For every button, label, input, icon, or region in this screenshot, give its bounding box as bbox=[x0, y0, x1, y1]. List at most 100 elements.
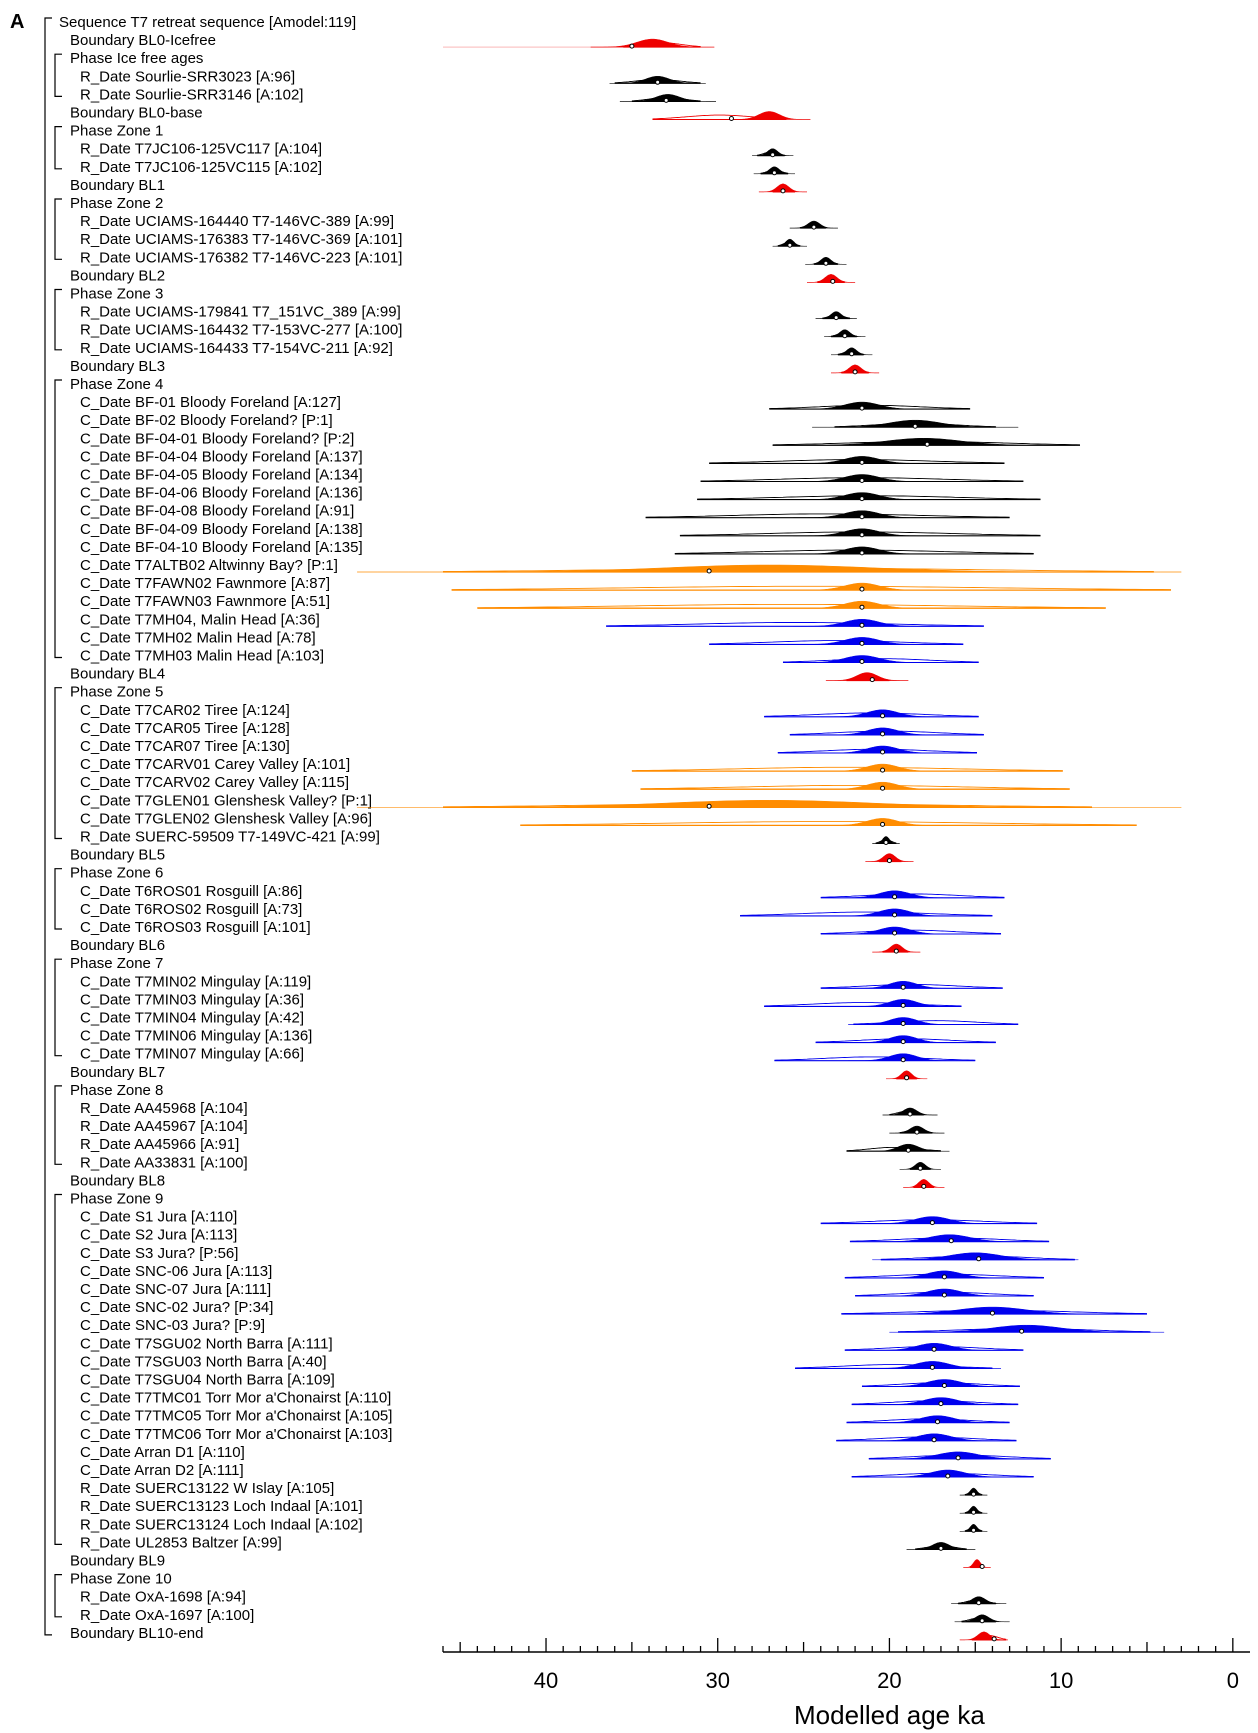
posterior-distribution bbox=[889, 1324, 1165, 1333]
row-label: R_Date Sourlie-SRR3146 [A:102] bbox=[80, 86, 303, 103]
row-label: C_Date BF-04-06 Bloody Foreland [A:136] bbox=[80, 485, 363, 502]
median-marker bbox=[859, 640, 865, 646]
row-label: C_Date T7CARV02 Carey Valley [A:115] bbox=[80, 774, 349, 791]
row-label: Phase Zone 4 bbox=[70, 376, 163, 393]
row-label: C_Date T7MIN07 Mingulay [A:66] bbox=[80, 1046, 304, 1063]
median-marker bbox=[663, 97, 669, 103]
median-marker bbox=[859, 496, 865, 502]
row-label: C_Date T7MH03 Malin Head [A:103] bbox=[80, 648, 324, 665]
median-marker bbox=[880, 713, 886, 719]
posterior-distribution bbox=[793, 655, 931, 663]
posterior-distribution bbox=[865, 853, 914, 862]
median-marker bbox=[900, 984, 906, 990]
posterior-distribution bbox=[793, 474, 931, 482]
median-marker bbox=[971, 1509, 977, 1515]
median-marker bbox=[900, 1039, 906, 1045]
posterior-distribution bbox=[882, 1107, 938, 1116]
row-label: R_Date AA45968 [A:104] bbox=[80, 1100, 248, 1117]
posterior-distribution bbox=[959, 1487, 988, 1496]
posterior-distribution bbox=[875, 1270, 1014, 1279]
posterior-distribution bbox=[872, 943, 921, 953]
row-label: C_Date T7TMC05 Torr Mor a'Chonairst [A:1… bbox=[80, 1408, 392, 1425]
median-marker bbox=[706, 568, 712, 574]
row-label: R_Date OxA-1698 [A:94] bbox=[80, 1589, 246, 1606]
row-label: Sequence T7 retreat sequence [Amodel:119… bbox=[59, 14, 356, 31]
row-label: Boundary BL0-Icefree bbox=[70, 32, 216, 49]
row-label: C_Date SNC-03 Jura? [P:9] bbox=[80, 1317, 265, 1334]
row-label: C_Date T7ALTB02 Altwinny Bay? [P:1] bbox=[80, 557, 338, 574]
posterior-distribution bbox=[959, 1524, 988, 1532]
row-label: Phase Zone 7 bbox=[70, 955, 163, 972]
median-marker bbox=[929, 1364, 935, 1370]
posterior-distribution bbox=[959, 1505, 988, 1514]
posterior-distribution bbox=[793, 528, 931, 537]
row-label: R_Date UCIAMS-164432 T7-153VC-277 [A:100… bbox=[80, 322, 402, 339]
x-tick-label: 30 bbox=[705, 1668, 729, 1693]
row-label: C_Date T7GLEN01 Glenshesk Valley? [P:1] bbox=[80, 792, 372, 809]
row-label: C_Date BF-04-08 Bloody Foreland [A:91] bbox=[80, 503, 354, 520]
posterior-distribution bbox=[793, 510, 931, 518]
phase-bracket bbox=[54, 1574, 62, 1618]
posterior-distribution bbox=[865, 1343, 1003, 1351]
row-label: Phase Zone 2 bbox=[70, 195, 163, 212]
median-marker bbox=[849, 351, 855, 357]
posterior-distribution bbox=[793, 492, 931, 500]
posterior-distribution bbox=[848, 1017, 959, 1025]
posterior-distribution bbox=[728, 111, 811, 120]
median-marker bbox=[880, 785, 886, 791]
row-label: Boundary BL1 bbox=[70, 177, 165, 194]
median-marker bbox=[935, 1419, 941, 1425]
row-label: C_Date S3 Jura? [P:56] bbox=[80, 1245, 238, 1262]
row-label: C_Date T7SGU03 North Barra [A:40] bbox=[80, 1353, 327, 1370]
posterior-distribution bbox=[619, 94, 716, 102]
posterior-distribution bbox=[863, 1216, 1001, 1224]
posterior-distribution bbox=[872, 1252, 1079, 1261]
posterior-distribution bbox=[793, 637, 931, 645]
median-marker bbox=[941, 1383, 947, 1388]
row-label: C_Date S2 Jura [A:113] bbox=[80, 1227, 237, 1244]
posterior-distribution bbox=[855, 1306, 1130, 1315]
median-marker bbox=[941, 1274, 947, 1280]
median-marker bbox=[859, 604, 865, 610]
posterior-distribution bbox=[752, 148, 794, 156]
row-label: R_Date UCIAMS-164433 T7-154VC-211 [A:92] bbox=[80, 340, 393, 357]
posterior-distribution bbox=[793, 401, 931, 410]
row-label: R_Date UCIAMS-179841 T7_151VC_389 [A:99] bbox=[80, 304, 401, 321]
median-marker bbox=[929, 1220, 935, 1226]
likelihood-curve bbox=[709, 640, 964, 645]
row-label: R_Date UCIAMS-164440 T7-146VC-389 [A:99] bbox=[80, 213, 394, 230]
posterior-distribution bbox=[820, 709, 945, 718]
posterior-distribution bbox=[805, 257, 847, 265]
posterior-distribution bbox=[848, 1035, 959, 1043]
median-marker bbox=[912, 423, 918, 429]
posterior-distribution bbox=[879, 1469, 1017, 1478]
median-marker bbox=[900, 1057, 906, 1063]
row-label: C_Date T7MIN03 Mingulay [A:36] bbox=[80, 991, 304, 1008]
median-marker bbox=[900, 1002, 906, 1008]
phase-bracket bbox=[54, 126, 62, 170]
row-label: R_Date AA45967 [A:104] bbox=[80, 1118, 248, 1135]
posterior-distribution bbox=[820, 763, 945, 772]
posterior-distribution bbox=[848, 981, 959, 989]
row-label: Boundary BL6 bbox=[70, 937, 165, 954]
median-marker bbox=[893, 948, 899, 954]
row-label: C_Date BF-04-01 Bloody Foreland? [P:2] bbox=[80, 430, 354, 447]
row-label: R_Date T7JC106-125VC115 [A:102] bbox=[80, 159, 322, 176]
posterior-distribution bbox=[793, 600, 931, 609]
posterior-distribution bbox=[824, 329, 866, 337]
row-label: C_Date T7MIN06 Mingulay [A:136] bbox=[80, 1028, 312, 1045]
row-label: C_Date T7TMC01 Torr Mor a'Chonairst [A:1… bbox=[80, 1390, 391, 1407]
phase-bracket bbox=[54, 53, 62, 97]
row-label: C_Date T6ROS03 Rosguill [A:101] bbox=[80, 919, 311, 936]
median-marker bbox=[955, 1455, 961, 1461]
median-marker bbox=[971, 1527, 977, 1533]
median-marker bbox=[859, 586, 865, 592]
median-marker bbox=[976, 1600, 982, 1606]
posterior-distribution bbox=[820, 727, 945, 736]
row-label: C_Date T7TMC06 Torr Mor a'Chonairst [A:1… bbox=[80, 1426, 392, 1443]
median-marker bbox=[892, 930, 898, 936]
median-marker bbox=[880, 749, 886, 755]
row-label: Phase Zone 6 bbox=[70, 865, 163, 882]
median-marker bbox=[880, 731, 886, 737]
